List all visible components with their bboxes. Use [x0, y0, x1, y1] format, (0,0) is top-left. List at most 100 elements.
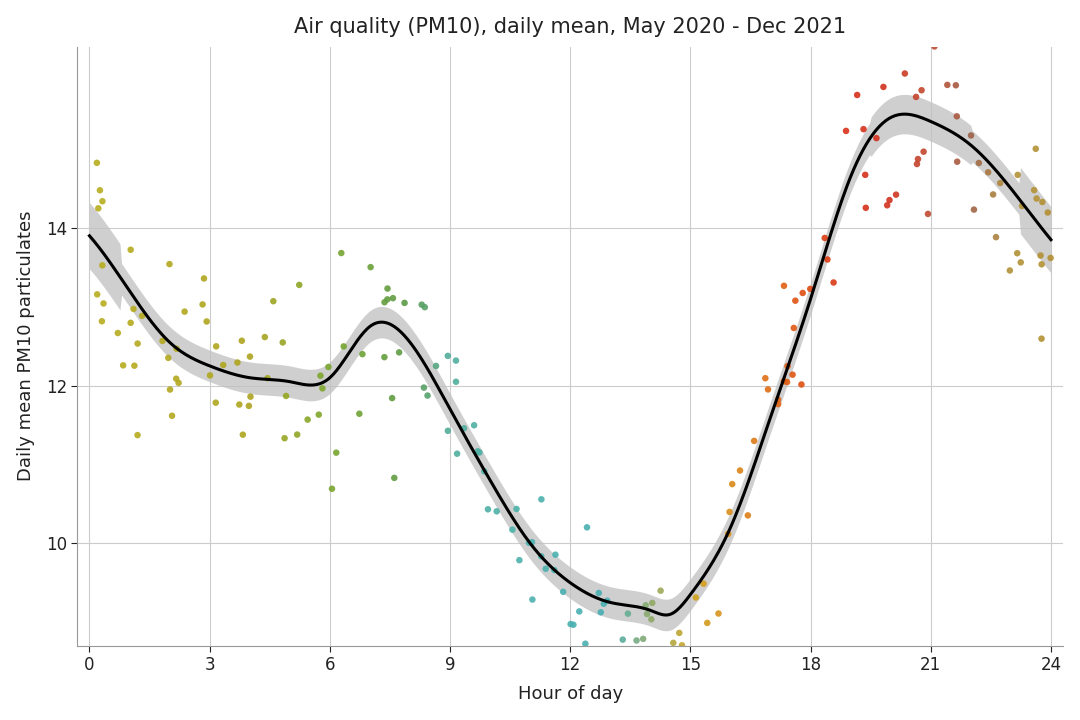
Point: [1027, 143, 1044, 155]
Point: [1039, 207, 1056, 218]
Point: [129, 338, 146, 349]
Point: [1026, 184, 1043, 196]
Y-axis label: Daily mean PM10 particulates: Daily mean PM10 particulates: [16, 211, 35, 482]
Point: [966, 204, 983, 215]
Point: [1009, 169, 1026, 181]
Point: [710, 608, 727, 619]
Point: [759, 384, 777, 395]
Point: [93, 315, 110, 327]
Point: [323, 483, 340, 495]
Point: [1001, 265, 1018, 276]
Point: [122, 244, 139, 256]
Point: [644, 597, 661, 608]
Point: [351, 408, 368, 420]
Point: [521, 537, 538, 549]
Point: [532, 493, 550, 505]
Point: [327, 447, 345, 459]
Point: [532, 551, 550, 562]
Point: [907, 91, 924, 103]
Point: [769, 398, 786, 410]
Point: [947, 79, 964, 91]
Point: [745, 435, 762, 446]
Point: [310, 409, 327, 420]
Point: [694, 578, 712, 590]
Point: [570, 606, 588, 617]
Point: [134, 310, 151, 322]
Point: [638, 608, 656, 620]
Point: [673, 639, 690, 651]
Point: [419, 390, 436, 401]
Point: [383, 392, 401, 404]
Point: [775, 376, 793, 387]
Point: [207, 341, 225, 352]
Point: [837, 125, 854, 137]
Point: [416, 302, 433, 313]
Point: [1032, 258, 1050, 270]
Point: [775, 280, 793, 292]
Point: [545, 564, 563, 576]
Point: [985, 189, 1002, 200]
Point: [475, 466, 492, 477]
X-axis label: Hour of day: Hour of day: [517, 685, 623, 703]
Point: [471, 446, 488, 458]
Point: [577, 638, 594, 649]
Point: [90, 202, 107, 214]
Point: [724, 478, 741, 490]
Point: [678, 649, 696, 661]
Point: [274, 337, 292, 348]
Point: [447, 355, 464, 366]
Point: [194, 299, 212, 310]
Point: [962, 130, 980, 141]
Point: [354, 348, 372, 360]
Point: [779, 377, 796, 388]
Point: [335, 341, 352, 352]
Point: [153, 335, 171, 346]
Point: [440, 425, 457, 436]
Point: [376, 297, 393, 308]
Point: [793, 379, 810, 390]
Point: [291, 279, 308, 291]
Point: [825, 276, 842, 288]
Point: [637, 600, 654, 611]
Point: [447, 376, 464, 387]
Point: [888, 189, 905, 200]
Point: [448, 448, 465, 459]
Point: [1009, 248, 1026, 259]
Point: [109, 328, 126, 339]
Point: [1042, 252, 1059, 264]
Point: [160, 352, 177, 364]
Point: [855, 123, 873, 135]
Point: [488, 505, 505, 517]
Point: [816, 232, 834, 243]
Point: [503, 524, 521, 536]
Point: [784, 369, 801, 380]
Point: [562, 618, 579, 630]
Point: [95, 297, 112, 309]
Point: [195, 273, 213, 284]
Point: [926, 40, 943, 52]
Point: [579, 521, 596, 533]
Point: [915, 146, 932, 158]
Point: [456, 423, 473, 434]
Point: [1012, 256, 1029, 268]
Point: [241, 351, 258, 362]
Point: [259, 372, 276, 384]
Point: [939, 79, 956, 91]
Point: [786, 295, 804, 307]
Point: [948, 156, 966, 168]
Point: [681, 644, 699, 655]
Point: [94, 195, 111, 207]
Point: [469, 446, 486, 457]
Point: [129, 429, 146, 441]
Point: [125, 303, 143, 315]
Point: [161, 258, 178, 270]
Point: [909, 153, 927, 165]
Point: [440, 350, 457, 361]
Point: [896, 68, 914, 79]
Point: [376, 351, 393, 363]
Point: [312, 370, 329, 382]
Point: [643, 613, 660, 625]
Point: [256, 331, 273, 343]
Point: [801, 283, 819, 294]
Point: [875, 81, 892, 93]
